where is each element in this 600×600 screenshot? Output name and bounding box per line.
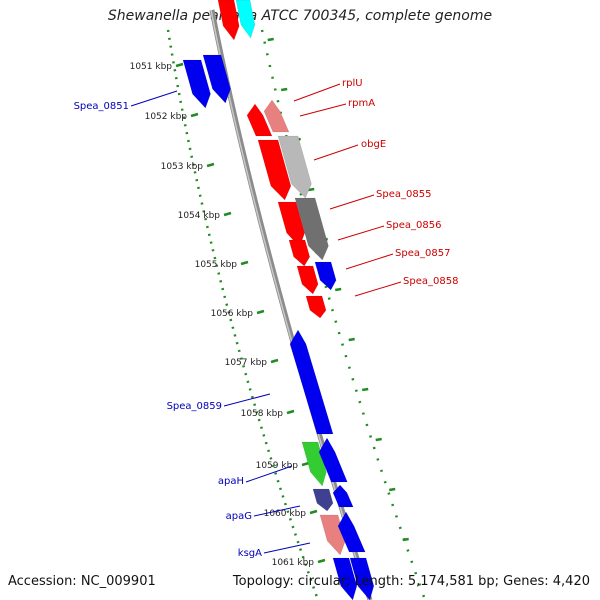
map-title: Shewanella pealeana ATCC 700345, complet… [107, 8, 493, 24]
gene-label-leader [329, 194, 375, 210]
scale-tick [256, 309, 265, 315]
scale-tick [286, 409, 295, 415]
gene-label-leader [253, 505, 301, 517]
gene-label-leader [313, 144, 359, 161]
gene-arrow-apaG[interactable] [312, 488, 334, 512]
gene-arrow-rplU[interactable] [263, 99, 290, 133]
gene-arrow-top[interactable] [217, 0, 240, 41]
gene-label-leader [263, 542, 311, 554]
outer-scale-tick [280, 87, 288, 92]
scale-tick [190, 112, 199, 118]
scale-tick-label: 1060 kbp [264, 509, 307, 519]
accession-text: Accession: NC_009901 [8, 574, 156, 589]
gene-arrow-bottom-b[interactable] [349, 557, 375, 600]
scale-track-outer [260, 29, 427, 600]
outer-scale-tick [375, 437, 382, 442]
outer-scale-tick [334, 287, 342, 292]
scale-tick [240, 260, 249, 266]
scale-tick-label: 1057 kbp [225, 358, 268, 368]
gene-label-leader [293, 83, 341, 102]
gene-arrow-obgE-red[interactable] [257, 139, 292, 201]
gene-arrow-apaH[interactable] [318, 437, 348, 483]
gene-label-leader [354, 281, 402, 297]
scale-tick [301, 461, 310, 467]
gene-arrow-spea0851-b[interactable] [202, 54, 231, 104]
gene-arrow-rpmA[interactable] [246, 103, 273, 137]
scale-tick-label: 1058 kbp [241, 409, 284, 419]
gene-arrow-obgE[interactable] [277, 135, 312, 199]
scale-tick [223, 211, 232, 217]
gene-label-leader [223, 393, 271, 407]
outer-scale-tick [388, 487, 396, 492]
outer-scale-tick [402, 537, 409, 542]
gene-label[interactable]: apaG [226, 511, 252, 522]
gene-label[interactable]: Spea_0858 [403, 276, 458, 287]
gene-arrow-spea0851-a[interactable] [182, 59, 211, 109]
scale-tick-label: 1059 kbp [256, 461, 299, 471]
gene-label[interactable]: rpmA [348, 98, 375, 109]
outer-scale-tick [361, 387, 369, 392]
scale-tick [206, 162, 215, 168]
gene-label[interactable]: obgE [361, 139, 386, 150]
gene-label[interactable]: Spea_0851 [74, 101, 129, 112]
gene-arrow-spea0855[interactable] [294, 197, 329, 261]
gene-arrow-spea0858[interactable] [305, 295, 327, 319]
outer-scale-tick [348, 337, 355, 342]
scale-tick-label: 1053 kbp [161, 162, 204, 172]
gene-label[interactable]: Spea_0859 [167, 401, 222, 412]
scale-tick-label: 1055 kbp [195, 260, 238, 270]
scale-tick [175, 62, 184, 68]
gene-label-leader [345, 253, 394, 270]
scale-tick [317, 558, 326, 564]
gene-arrow-apaG-blue[interactable] [332, 484, 354, 508]
gene-label[interactable]: apaH [218, 476, 244, 487]
gene-label-leader [245, 465, 293, 483]
gene-arrow-cyan[interactable] [235, 0, 256, 39]
gene-arrow-spea0859[interactable] [289, 329, 334, 435]
gene-label-leader [299, 103, 347, 117]
gene-arrow-ksgA-blue[interactable] [337, 511, 366, 553]
scale-tick-label: 1054 kbp [178, 211, 221, 221]
gene-label[interactable]: Spea_0855 [376, 189, 431, 200]
scale-tick-label: 1051 kbp [130, 62, 173, 72]
gene-arrow-spea0856[interactable] [288, 239, 311, 267]
scale-tick-label: 1056 kbp [211, 309, 254, 319]
gene-label[interactable]: Spea_0857 [395, 248, 450, 259]
scale-tick [309, 509, 318, 515]
gene-label-leader [130, 90, 178, 107]
outer-scale-tick [267, 37, 274, 42]
genome-stats-text: Topology: circular; Length: 5,174,581 bp… [232, 574, 590, 589]
gene-arrow-bottom-a[interactable] [332, 557, 358, 600]
scale-tick [270, 358, 279, 364]
gene-arrow-spea0857-blue[interactable] [314, 261, 337, 291]
gene-label-leader [337, 225, 385, 241]
outer-scale-tick [307, 187, 315, 192]
scale-tick-label: 1052 kbp [145, 112, 188, 122]
gene-arrow-spea0857[interactable] [296, 265, 319, 295]
gene-label[interactable]: Spea_0856 [386, 220, 441, 231]
scale-tick-label: 1061 kbp [272, 558, 315, 568]
gene-label[interactable]: rplU [342, 78, 363, 89]
gene-label[interactable]: ksgA [238, 548, 262, 559]
